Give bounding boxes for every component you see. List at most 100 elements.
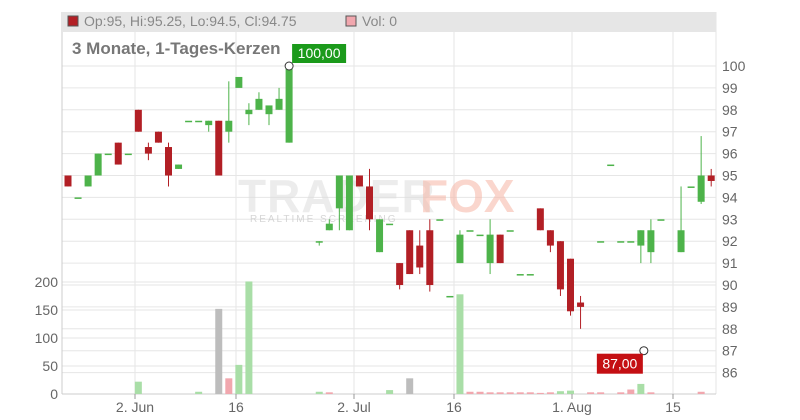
volume-bar <box>486 392 494 394</box>
candle-body <box>225 120 233 132</box>
legend-price-swatch <box>67 15 79 27</box>
candle-body <box>386 223 394 226</box>
candle-body <box>476 234 484 237</box>
candle-body <box>185 120 193 123</box>
candle-body <box>94 153 102 176</box>
candle-body <box>315 241 323 243</box>
candle-body <box>607 164 615 167</box>
candle-body <box>556 241 564 290</box>
candle <box>255 92 263 110</box>
candle-body <box>536 208 544 231</box>
candle <box>396 263 404 290</box>
candle-body <box>265 105 273 115</box>
candle <box>285 66 293 143</box>
candle-body <box>506 230 514 232</box>
candle <box>617 241 625 243</box>
x-tick-label: 2. Jul <box>337 399 370 415</box>
volume-bar <box>647 392 655 394</box>
candle <box>325 219 333 231</box>
price-tick-label: 97 <box>722 124 738 140</box>
candle <box>627 241 635 243</box>
candle <box>416 230 424 275</box>
candle <box>215 120 223 176</box>
candle-body <box>205 120 213 126</box>
candle <box>154 131 162 143</box>
volume-bar <box>225 378 233 394</box>
candle <box>647 219 655 264</box>
volume-bar <box>617 392 625 394</box>
candle <box>597 241 605 243</box>
candle-body <box>677 230 685 253</box>
candle-body <box>627 241 635 243</box>
candle-body <box>707 175 715 181</box>
candle <box>134 109 142 132</box>
candle-body <box>175 164 183 169</box>
candle <box>124 153 132 156</box>
legend-ohlc: Op:95, Hi:95.25, Lo:94.5, Cl:94.75 <box>84 13 297 29</box>
candle-body <box>516 274 524 276</box>
candle <box>446 295 454 298</box>
candle <box>607 164 615 167</box>
candle-body <box>426 230 434 285</box>
candle-body <box>366 186 373 220</box>
candle <box>355 175 363 187</box>
candle <box>376 219 384 253</box>
candle-body <box>124 153 132 156</box>
candle-body <box>546 230 554 246</box>
candle <box>466 230 474 232</box>
candle <box>265 105 273 126</box>
candle-body <box>396 263 404 285</box>
candle-body <box>526 274 534 276</box>
candle-body <box>456 234 464 264</box>
candle-body <box>245 109 253 115</box>
volume-bar <box>526 392 534 394</box>
low-label: 87,00 <box>602 356 637 372</box>
volume-bar <box>516 392 524 394</box>
volume-tick-label: 150 <box>35 302 59 318</box>
volume-bar <box>697 391 705 394</box>
volume-bar <box>195 391 203 394</box>
x-tick-label: 15 <box>665 399 681 415</box>
x-tick-label: 16 <box>228 399 244 415</box>
candle <box>687 186 695 188</box>
candle-body <box>597 241 605 243</box>
candle-body <box>114 142 122 165</box>
candle <box>406 230 414 275</box>
price-tick-label: 94 <box>722 189 738 205</box>
candle <box>516 274 524 276</box>
candle <box>556 241 564 296</box>
candle-body <box>436 219 444 221</box>
candle <box>74 197 82 199</box>
price-tick-label: 86 <box>722 365 738 381</box>
candle <box>275 87 283 110</box>
candle <box>64 175 72 187</box>
candle-body <box>577 302 585 307</box>
volume-bar <box>325 392 333 394</box>
low-marker <box>639 346 649 356</box>
candle <box>707 168 715 187</box>
chart-title: 3 Monate, 1-Tages-Kerzen <box>72 39 280 58</box>
candle-body <box>134 109 142 132</box>
price-axis: 100 99 98 97 96 95 94 93 92 91 90 89 88 87 86 <box>722 58 746 381</box>
candlesticks <box>64 66 715 329</box>
candle <box>114 142 122 165</box>
candle-body <box>486 234 494 264</box>
candle-body <box>446 295 454 298</box>
volume-bar <box>556 391 564 394</box>
candle-body <box>285 66 293 143</box>
candle-body <box>235 76 243 88</box>
candle-body <box>657 219 665 221</box>
volume-bar <box>587 392 595 394</box>
candle <box>104 153 112 156</box>
candle-body <box>345 175 353 231</box>
volume-tick-label: 100 <box>35 330 59 346</box>
candle <box>426 219 434 292</box>
volume-bar <box>315 391 323 394</box>
candle <box>506 230 514 232</box>
volume-bar <box>386 390 394 394</box>
candle-body <box>466 230 474 232</box>
x-tick-label: 16 <box>446 399 462 415</box>
candle <box>436 219 444 221</box>
volume-bar <box>496 392 504 394</box>
